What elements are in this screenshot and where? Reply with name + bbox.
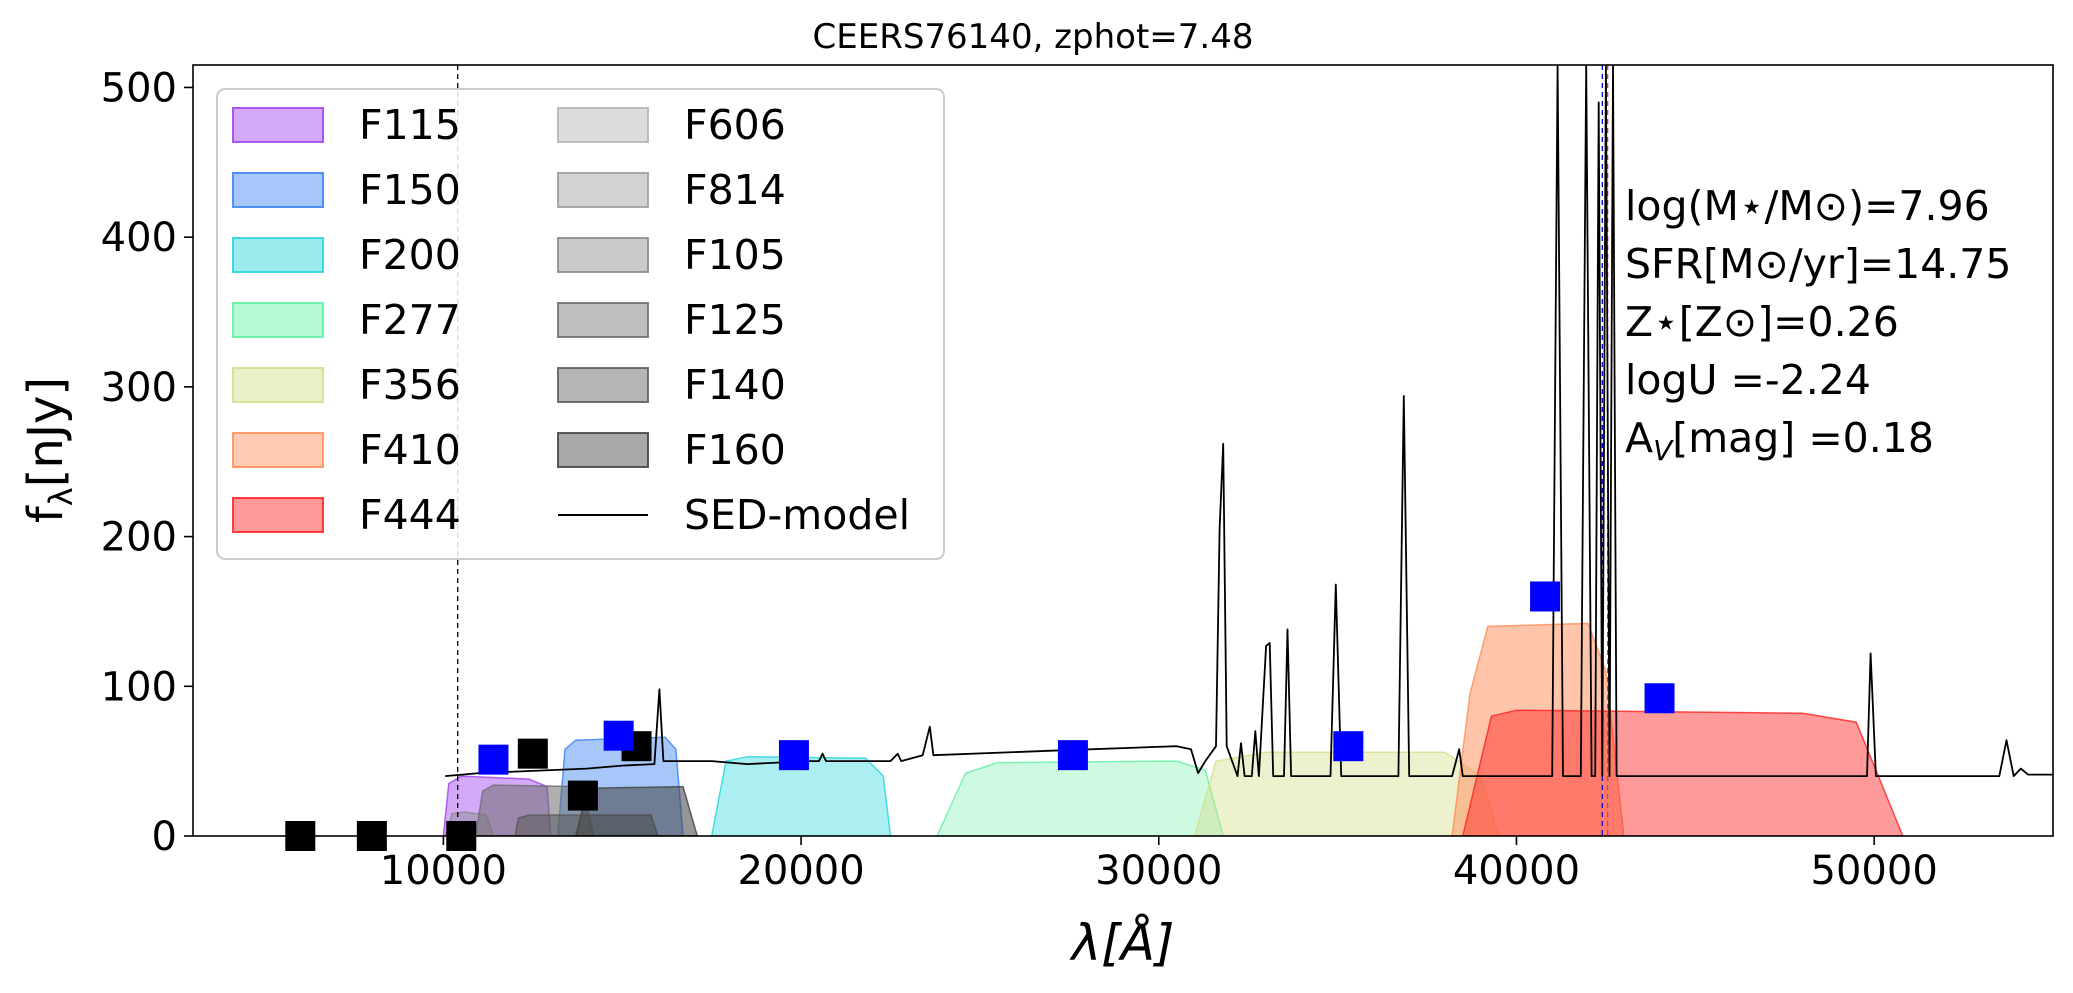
fit-parameter-5: AV[mag] =0.18 <box>1625 414 1934 467</box>
measured-photometry-point-3 <box>778 740 809 771</box>
legend-swatch <box>232 367 324 403</box>
legend-swatch <box>557 367 649 403</box>
legend-label: F140 <box>684 361 786 409</box>
plot-frame <box>192 64 2054 837</box>
legend-swatch <box>557 302 649 338</box>
legend-swatch <box>557 172 649 208</box>
measured-photometry-point-2 <box>603 720 634 751</box>
plot-area <box>192 64 2054 851</box>
legend-label: F115 <box>359 101 461 149</box>
legend-label: F105 <box>684 231 786 279</box>
legend-swatch <box>232 172 324 208</box>
legend-swatch <box>232 237 324 273</box>
legend-item-f277: F277 <box>232 296 461 344</box>
legend-item-f150: F150 <box>232 166 461 214</box>
x-tick-label: 30000 <box>1095 848 1222 894</box>
sed-model-line <box>445 65 2053 777</box>
measured-photometry-point-7 <box>1644 683 1675 714</box>
legend-swatch <box>232 497 324 533</box>
sed-model-layer <box>445 65 2053 777</box>
fit-parameter-1: log(M⋆/M⊙)=7.96 <box>1625 182 1990 230</box>
y-axis-label-text: fλ[nJy] <box>18 377 80 523</box>
x-tick-label: 20000 <box>737 848 864 894</box>
legend-swatch <box>232 302 324 338</box>
measured-photometry-point-5 <box>1333 731 1364 762</box>
x-tick-label: 50000 <box>1811 848 1938 894</box>
legend-label: F814 <box>684 166 786 214</box>
x-axis-label: λ[Å] <box>1069 914 1175 972</box>
y-tick-label: 0 <box>152 814 177 860</box>
legend-item-f410: F410 <box>232 426 461 474</box>
fit-parameter-3: Z⋆[Z⊙]=0.26 <box>1625 298 1899 346</box>
legend-label: SED-model <box>684 491 910 539</box>
legend-item-f115: F115 <box>232 101 461 149</box>
legend-label: F444 <box>359 491 461 539</box>
filter-band-f356 <box>1193 751 1500 836</box>
y-axis-label: fλ[nJy] <box>18 377 80 523</box>
y-tick-label: 100 <box>101 664 177 710</box>
legend-swatch <box>232 107 324 143</box>
legend-item-f200: F200 <box>232 231 461 279</box>
legend-label: F125 <box>684 296 786 344</box>
legend-label: F160 <box>684 426 786 474</box>
filter-band-f200 <box>710 755 892 836</box>
fit-parameter-4: logU =-2.24 <box>1625 356 1871 404</box>
legend-swatch <box>232 432 324 468</box>
model-photometry-point-5 <box>567 780 598 811</box>
y-tick-label: 300 <box>101 365 177 411</box>
measured-photometry-point-4 <box>1057 740 1088 771</box>
legend: F115 F150 F200 F277 F356 F410 F444 F606 F814 F105… <box>216 88 945 560</box>
x-tick-label: 10000 <box>380 848 507 894</box>
legend-swatch <box>557 432 649 468</box>
fit-parameters: log(M⋆/M⊙)=7.96 SFR[M⊙/yr]=14.75 Z⋆[Z⊙]=0.… <box>1625 182 2011 467</box>
filter-band-f277 <box>936 760 1224 836</box>
filter-band-f444 <box>1462 709 1904 836</box>
photometry-layer <box>285 581 1675 851</box>
legend-label: F150 <box>359 166 461 214</box>
legend-item-f444: F444 <box>232 491 461 539</box>
legend-item-sed-model: SED-model <box>558 491 910 539</box>
legend-label: F410 <box>359 426 461 474</box>
y-tick-label: 200 <box>101 515 177 561</box>
chart-title: CEERS76140, zphot=7.48 <box>813 17 1254 57</box>
legend-swatch <box>557 107 649 143</box>
legend-item-f125: F125 <box>557 296 786 344</box>
legend-item-f356: F356 <box>232 361 461 409</box>
legend-label: F200 <box>359 231 461 279</box>
legend-label: F606 <box>684 101 786 149</box>
model-photometry-point-4 <box>517 738 548 769</box>
axes-layer: 10000 20000 30000 40000 50000 0 100 200 300 400 50… <box>101 65 1938 894</box>
measured-photometry-point-6 <box>1530 581 1561 612</box>
y-tick-label: 500 <box>101 65 177 111</box>
legend-item-f160: F160 <box>557 426 786 474</box>
legend-item-f606: F606 <box>557 101 786 149</box>
legend-item-f140: F140 <box>557 361 786 409</box>
measured-photometry-point-1 <box>478 744 509 775</box>
legend-label: F277 <box>359 296 461 344</box>
legend-item-f814: F814 <box>557 166 786 214</box>
y-tick-label: 400 <box>101 215 177 261</box>
legend-label: F356 <box>359 361 461 409</box>
legend-frame <box>216 88 945 560</box>
legend-item-f105: F105 <box>557 231 786 279</box>
fit-parameter-2: SFR[M⊙/yr]=14.75 <box>1625 240 2011 288</box>
legend-swatch <box>557 237 649 273</box>
x-tick-label: 40000 <box>1453 848 1580 894</box>
